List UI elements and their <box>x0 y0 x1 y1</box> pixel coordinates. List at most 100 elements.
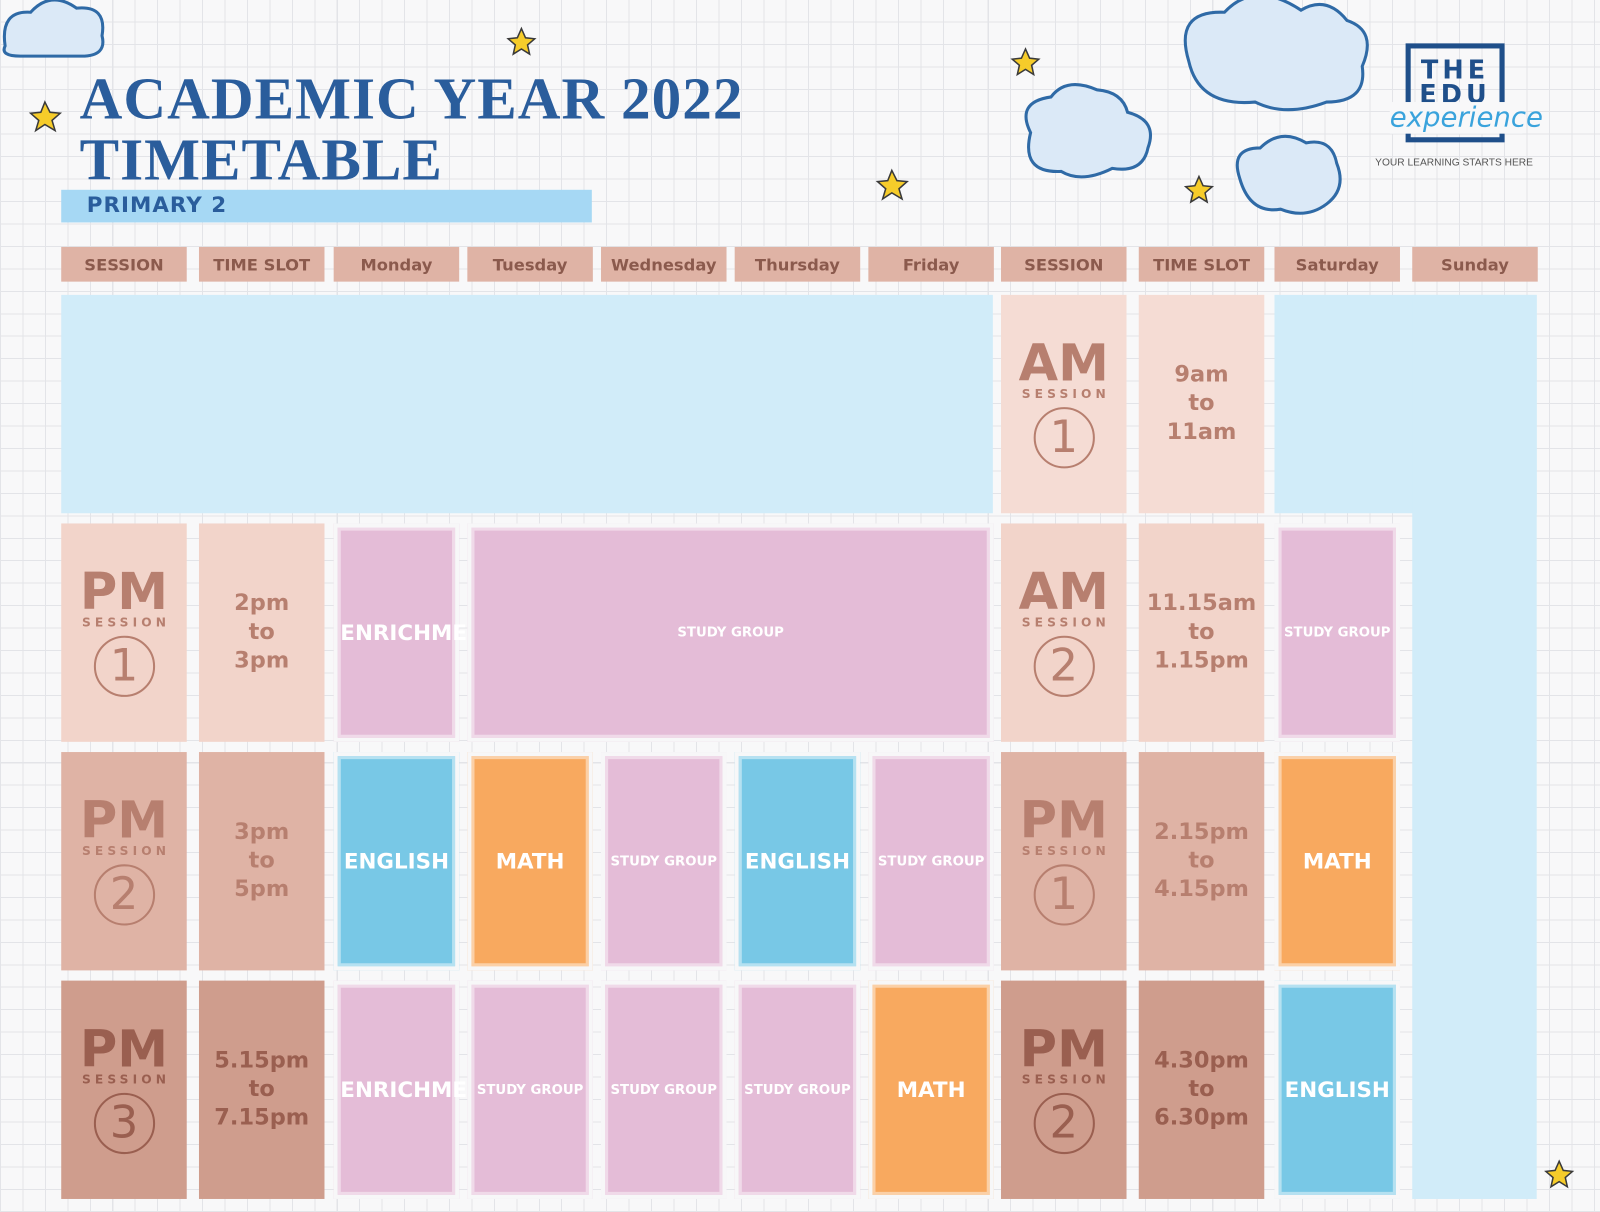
time-slot-cell: 9am to 11am <box>1138 294 1265 514</box>
empty-block <box>61 294 993 514</box>
session-period: PM <box>1019 790 1108 850</box>
sunday-column <box>1412 294 1537 1199</box>
class-name: STUDY GROUP <box>1283 624 1391 641</box>
time-line: 7.15pm <box>214 1105 310 1131</box>
class-cell: MATH <box>1274 752 1400 971</box>
class-name: ENGLISH <box>744 848 851 874</box>
class-cell: STUDY GROUP <box>868 752 994 971</box>
time-line: to <box>1188 390 1215 417</box>
time-line: to <box>248 619 275 645</box>
session-cell: PM SESSION 2 <box>1001 980 1127 1199</box>
session-label: SESSION <box>1021 614 1110 630</box>
time-line: to <box>248 847 275 874</box>
class-cell: ENRICHMENT <box>333 523 500 742</box>
logo-experience: experience <box>1389 102 1543 134</box>
class-cell: MATH <box>467 752 593 971</box>
time-slot-cell: 2pm to 3pm <box>198 523 325 742</box>
session-label: SESSION <box>1021 1071 1110 1087</box>
column-header: Thursday <box>734 246 861 282</box>
time-line: 3pm <box>234 647 290 674</box>
column-header: Wednesday <box>601 246 727 282</box>
time-slot-cell: 3pm to 5pm <box>198 752 325 971</box>
class-name: STUDY GROUP <box>677 624 784 641</box>
column-header: Sunday <box>1412 246 1538 282</box>
time-slot-cell: 4.30pm to 6.30pm <box>1138 980 1265 1199</box>
session-period: PM <box>79 561 169 621</box>
time-line: 6.30pm <box>1154 1105 1249 1131</box>
time-line: 4.30pm <box>1154 1047 1249 1074</box>
column-header: TIME SLOT <box>198 246 325 282</box>
time-line: 2.15pm <box>1154 819 1249 845</box>
session-number: 1 <box>1033 863 1095 925</box>
time-line: 9am <box>1174 362 1229 388</box>
session-cell: PM SESSION 1 <box>61 523 187 742</box>
time-line: to <box>1188 847 1215 874</box>
column-header: SESSION <box>1001 246 1127 282</box>
time-line: to <box>248 1076 275 1103</box>
session-number: 1 <box>93 635 155 697</box>
logo-tagline: YOUR LEARNING STARTS HERE <box>1375 157 1533 169</box>
class-name: ENGLISH <box>343 848 450 874</box>
column-header: Friday <box>868 246 994 282</box>
column-header: Monday <box>333 246 460 282</box>
class-cell: MATH <box>868 980 994 1199</box>
session-cell: PM SESSION 3 <box>61 980 187 1199</box>
class-cell: STUDY GROUP <box>467 980 593 1199</box>
column-header: SESSION <box>61 246 187 282</box>
class-name: MATH <box>896 1077 966 1103</box>
session-cell: PM SESSION 2 <box>61 752 187 971</box>
session-label: SESSION <box>81 843 171 858</box>
session-cell: PM SESSION 1 <box>1001 752 1127 971</box>
class-cell: STUDY GROUP <box>467 523 994 742</box>
time-line: 1.15pm <box>1154 647 1249 674</box>
class-name: ENGLISH <box>1284 1077 1390 1103</box>
class-name: STUDY GROUP <box>476 1082 584 1098</box>
session-label: SESSION <box>1021 386 1110 401</box>
session-label: SESSION <box>81 1071 171 1087</box>
session-period: PM <box>79 1018 169 1079</box>
class-cell: STUDY GROUP <box>1274 523 1400 742</box>
class-label: PRIMARY 2 <box>61 189 592 223</box>
class-cell: ENGLISH <box>734 752 861 971</box>
class-name: STUDY GROUP <box>877 853 985 869</box>
class-name: STUDY GROUP <box>610 1082 718 1098</box>
time-line: 5pm <box>234 876 290 903</box>
time-line: 3pm <box>234 819 290 845</box>
logo-the: THE <box>1420 55 1490 85</box>
class-name: MATH <box>1302 848 1372 874</box>
time-line: 11.15am <box>1146 590 1257 617</box>
session-number: 3 <box>93 1092 155 1154</box>
session-period: AM <box>1018 561 1109 621</box>
session-period: AM <box>1018 333 1109 393</box>
session-label: SESSION <box>81 614 171 630</box>
class-name: STUDY GROUP <box>744 1082 851 1098</box>
column-header: Tuesday <box>467 246 593 282</box>
session-period: PM <box>1019 1018 1108 1079</box>
session-period: PM <box>79 790 169 850</box>
time-slot-cell: 2.15pm to 4.15pm <box>1138 752 1265 971</box>
class-cell: STUDY GROUP <box>734 980 861 1199</box>
time-line: to <box>1188 1076 1215 1103</box>
session-number: 1 <box>1033 406 1095 468</box>
class-name: MATH <box>495 848 565 874</box>
title-line2: TIMETABLE <box>79 126 443 193</box>
time-line: 11am <box>1166 419 1237 445</box>
column-header: Saturday <box>1274 246 1400 282</box>
session-cell: AM SESSION 2 <box>1001 523 1127 742</box>
session-number: 2 <box>1033 1092 1095 1154</box>
time-line: 2pm <box>234 590 290 617</box>
time-slot-cell: 5.15pm to 7.15pm <box>198 980 325 1199</box>
class-name: ENRICHMENT <box>340 1077 500 1103</box>
session-number: 2 <box>93 863 155 925</box>
time-line: to <box>1188 619 1215 645</box>
class-cell: ENGLISH <box>333 752 460 971</box>
title-line1: ACADEMIC YEAR 2022 <box>79 65 744 132</box>
time-slot-cell: 11.15am to 1.15pm <box>1138 523 1265 742</box>
class-cell: STUDY GROUP <box>601 752 727 971</box>
session-label: SESSION <box>1021 843 1110 858</box>
class-name: STUDY GROUP <box>610 853 718 869</box>
session-number: 2 <box>1033 635 1095 697</box>
time-line: 4.15pm <box>1154 876 1249 903</box>
